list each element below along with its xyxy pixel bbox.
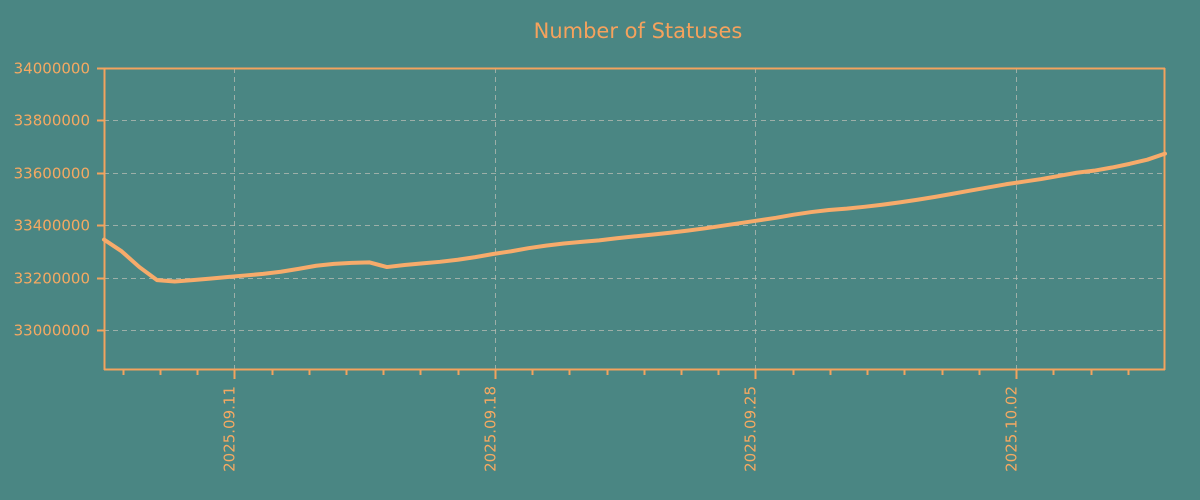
plot-axes-frame	[103, 67, 1166, 371]
x-axis-minor-tick-marks	[122, 370, 1130, 375]
x-tick-label: 2025.09.11	[221, 386, 239, 472]
y-axis-tick-labels: 33000000 33200000 33400000 33600000 33800000…	[14, 60, 90, 340]
y-axis-tick-marks	[97, 67, 104, 332]
chart-title: Number of Statuses	[534, 19, 743, 43]
x-axis-tick-labels: 2025.09.11 2025.09.18 2025.09.25 2025.10.02	[221, 386, 1021, 472]
x-tick-label: 2025.10.02	[1003, 386, 1021, 472]
x-tick-label: 2025.09.18	[482, 386, 500, 472]
y-tick-label: 33000000	[14, 322, 90, 340]
y-tick-label: 33600000	[14, 165, 90, 183]
x-tick-label: 2025.09.25	[742, 386, 760, 472]
y-tick-label: 33200000	[14, 270, 90, 288]
data-series-group	[102, 151, 1167, 284]
y-tick-label: 33400000	[14, 217, 90, 235]
y-tick-label: 34000000	[14, 60, 90, 78]
y-tick-label: 33800000	[14, 112, 90, 130]
x-axis-major-tick-marks	[233, 370, 1018, 379]
series-line-number-of-statuses	[102, 151, 1167, 284]
